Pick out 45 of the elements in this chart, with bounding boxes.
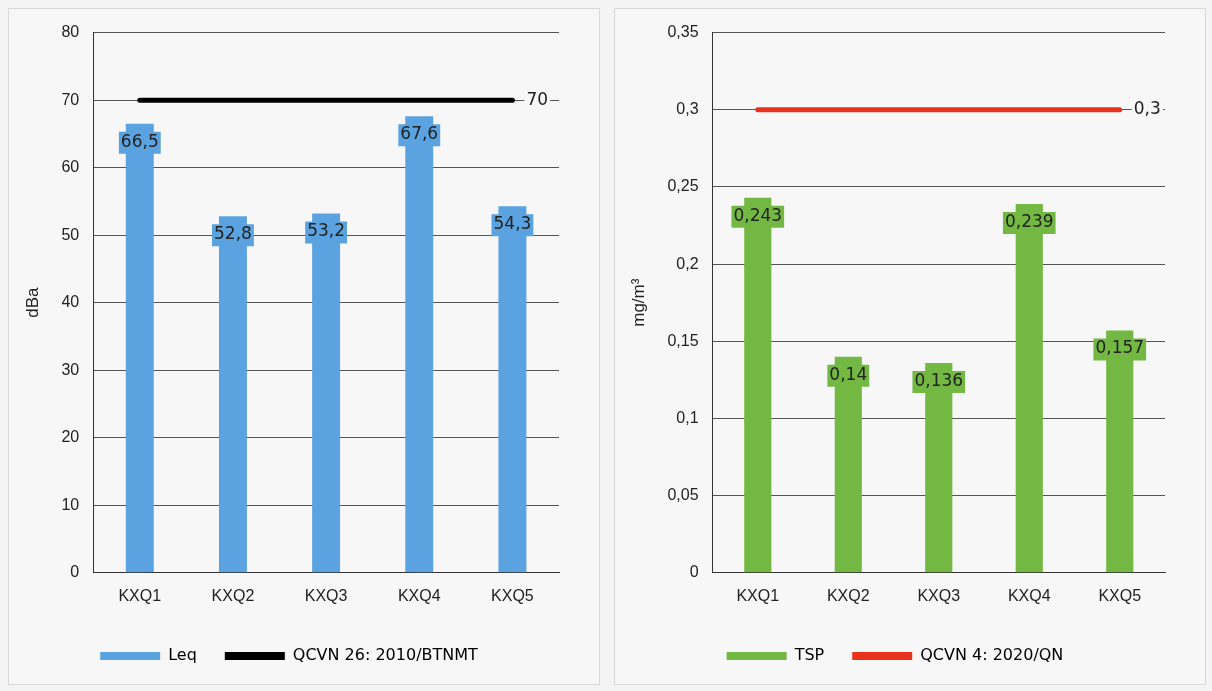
x-tick-label: KXQ4 (397, 586, 441, 604)
legend-label: QCVN 26: 2010/BTNMT (292, 645, 479, 665)
y-tick-label: 80 (61, 23, 80, 41)
x-tick-label: KXQ3 (917, 586, 961, 604)
y-axis-title: dBa (22, 287, 42, 318)
x-tick-label: KXQ5 (491, 586, 534, 604)
y-tick-label: 0 (689, 563, 699, 581)
y-tick-label: 30 (61, 360, 80, 378)
y-tick-label: 50 (61, 225, 80, 243)
x-tick-label: KXQ2 (211, 586, 255, 604)
data-label: 0,14 (829, 363, 868, 384)
x-tick-label: KXQ1 (736, 586, 780, 604)
data-label: 67,6 (400, 123, 439, 144)
data-label: 70 (526, 88, 549, 109)
data-label: 0,136 (914, 369, 964, 390)
data-label: 0,239 (1004, 210, 1054, 231)
data-label: 66,5 (120, 130, 159, 151)
y-tick-label: 0,05 (667, 486, 699, 504)
data-label: 0,157 (1095, 337, 1145, 358)
legend-label: TSP (793, 645, 825, 665)
x-tick-label: KXQ3 (304, 586, 348, 604)
y-tick-label: 0,1 (676, 408, 699, 426)
y-tick-label: 0,25 (667, 177, 699, 195)
y-tick-label: 20 (61, 428, 80, 446)
x-tick-label: KXQ1 (118, 586, 162, 604)
y-tick-label: 10 (61, 495, 80, 513)
y-tick-label: 70 (61, 90, 80, 108)
y-tick-label: 0,35 (667, 23, 699, 41)
legend-label: Leq (168, 645, 197, 665)
legend-label: QCVN 4: 2020/QN (920, 645, 1064, 665)
y-tick-label: 0,2 (676, 254, 699, 272)
data-label: 0,243 (733, 204, 783, 225)
y-tick-label: 40 (61, 293, 80, 311)
x-tick-label: KXQ5 (1098, 586, 1142, 604)
x-tick-label: KXQ2 (826, 586, 870, 604)
y-tick-label: 0,3 (676, 100, 699, 118)
data-label: 54,3 (493, 213, 532, 234)
x-tick-label: KXQ4 (1007, 586, 1051, 604)
y-tick-label: 0 (70, 563, 80, 581)
y-tick-label: 0,15 (667, 331, 699, 349)
y-axis-title: mg/m³ (628, 278, 648, 327)
data-label: 52,8 (214, 223, 252, 244)
data-label: 53,2 (307, 220, 346, 241)
data-label: 0,3 (1133, 98, 1161, 119)
y-tick-label: 60 (61, 158, 80, 176)
